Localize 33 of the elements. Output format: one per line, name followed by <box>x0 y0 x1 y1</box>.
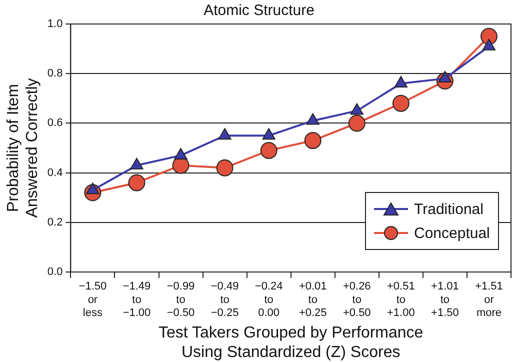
x-tick-label: −0.49 to −0.25 <box>210 280 239 320</box>
x-tick-label: −0.99 to −0.50 <box>166 280 195 320</box>
point <box>128 174 146 192</box>
point <box>482 38 496 50</box>
x-tick-label: −1.50 or less <box>78 280 107 320</box>
point <box>392 94 410 112</box>
y-tick-label: 0.0 <box>47 266 63 278</box>
x-tick-label: +0.26 to +0.50 <box>342 280 371 320</box>
y-tick-label: 0.8 <box>47 68 63 80</box>
y-tick-label: 0.2 <box>47 216 63 228</box>
point <box>260 142 278 159</box>
point <box>304 132 322 150</box>
point <box>306 113 320 125</box>
y-tick-label: 1.0 <box>47 18 63 30</box>
x-axis-title: Test Takers Grouped by Performance Using Standardized (Z) Scores <box>158 324 424 361</box>
x-tick-label: +1.51 or more <box>475 280 503 320</box>
y-tick-label: 0.4 <box>47 166 63 179</box>
x-tick-label: −1.49 to −1.00 <box>122 280 151 320</box>
point <box>394 76 408 88</box>
point <box>348 114 366 132</box>
point <box>216 159 234 176</box>
point <box>350 103 364 115</box>
chart-title: Atomic Structure <box>204 2 314 20</box>
legend-label: Conceptual <box>414 224 490 242</box>
x-tick-label: +1.01 to +1.50 <box>431 280 459 320</box>
x-tick-label: +0.51 to +1.00 <box>387 280 415 320</box>
point <box>218 128 232 140</box>
x-tick-label: +0.01 to +0.25 <box>298 280 327 320</box>
y-tick-label: 0.6 <box>47 117 63 130</box>
y-axis-title: Probability of Item Answered Correctly <box>5 78 42 218</box>
legend-label: Traditional <box>414 200 484 218</box>
x-tick-label: −0.24 to 0.00 <box>254 280 283 320</box>
point <box>262 128 276 140</box>
